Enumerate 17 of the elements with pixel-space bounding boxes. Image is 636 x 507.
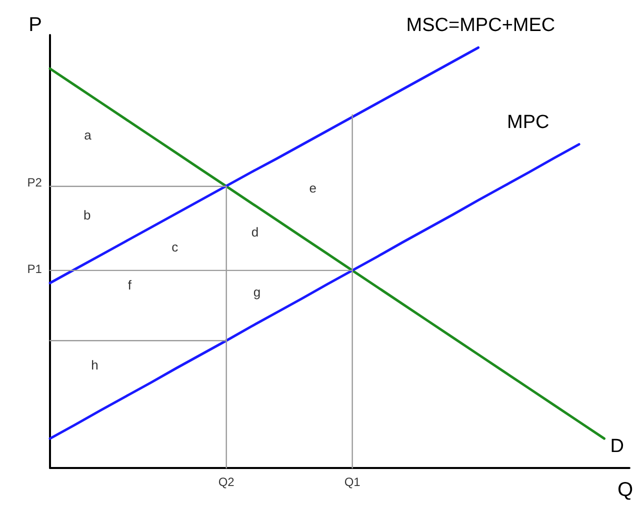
series-label: MPC <box>507 112 550 133</box>
annotation: e <box>309 180 317 196</box>
text: P1 <box>27 262 42 276</box>
x-axis-title: Q <box>617 479 634 501</box>
series-label: MSC=MPC+MEC <box>406 15 556 36</box>
annotation: f <box>128 277 132 292</box>
annotation: g <box>253 284 261 300</box>
annotation: a <box>84 127 92 142</box>
annotation: h <box>91 358 98 373</box>
text: P2 <box>27 176 42 190</box>
annotation: c <box>172 239 179 254</box>
x-tick-label: Q1 <box>344 475 361 489</box>
series-label: D <box>610 436 624 458</box>
y-axis-title: P <box>28 14 42 36</box>
x-tick-label: Q2 <box>218 475 235 489</box>
annotation: b <box>84 207 91 222</box>
annotation: d <box>251 224 259 240</box>
